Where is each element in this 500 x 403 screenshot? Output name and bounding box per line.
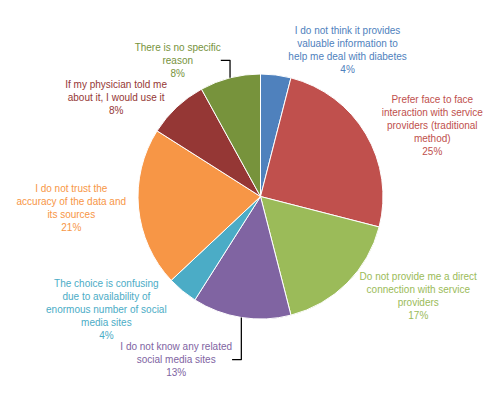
svg-text:I do not trust theaccuracy of: I do not trust theaccuracy of the data a… (17, 183, 127, 233)
svg-text:The choice is confusingdue to: The choice is confusingdue to availabili… (46, 278, 167, 341)
svg-text:Prefer face to faceinteraction: Prefer face to faceinteraction with serv… (382, 94, 484, 157)
svg-text:I do not think it providesvalu: I do not think it providesvaluable infor… (288, 25, 406, 75)
svg-text:Do not provide me a directconn: Do not provide me a directconnection wit… (360, 271, 478, 321)
svg-text:If my physician told meabout i: If my physician told meabout it, I would… (65, 79, 167, 116)
svg-text:There is no specificreason8%: There is no specificreason8% (135, 42, 221, 79)
svg-text:I do not know any relatedsocia: I do not know any relatedsocial media si… (120, 341, 232, 378)
